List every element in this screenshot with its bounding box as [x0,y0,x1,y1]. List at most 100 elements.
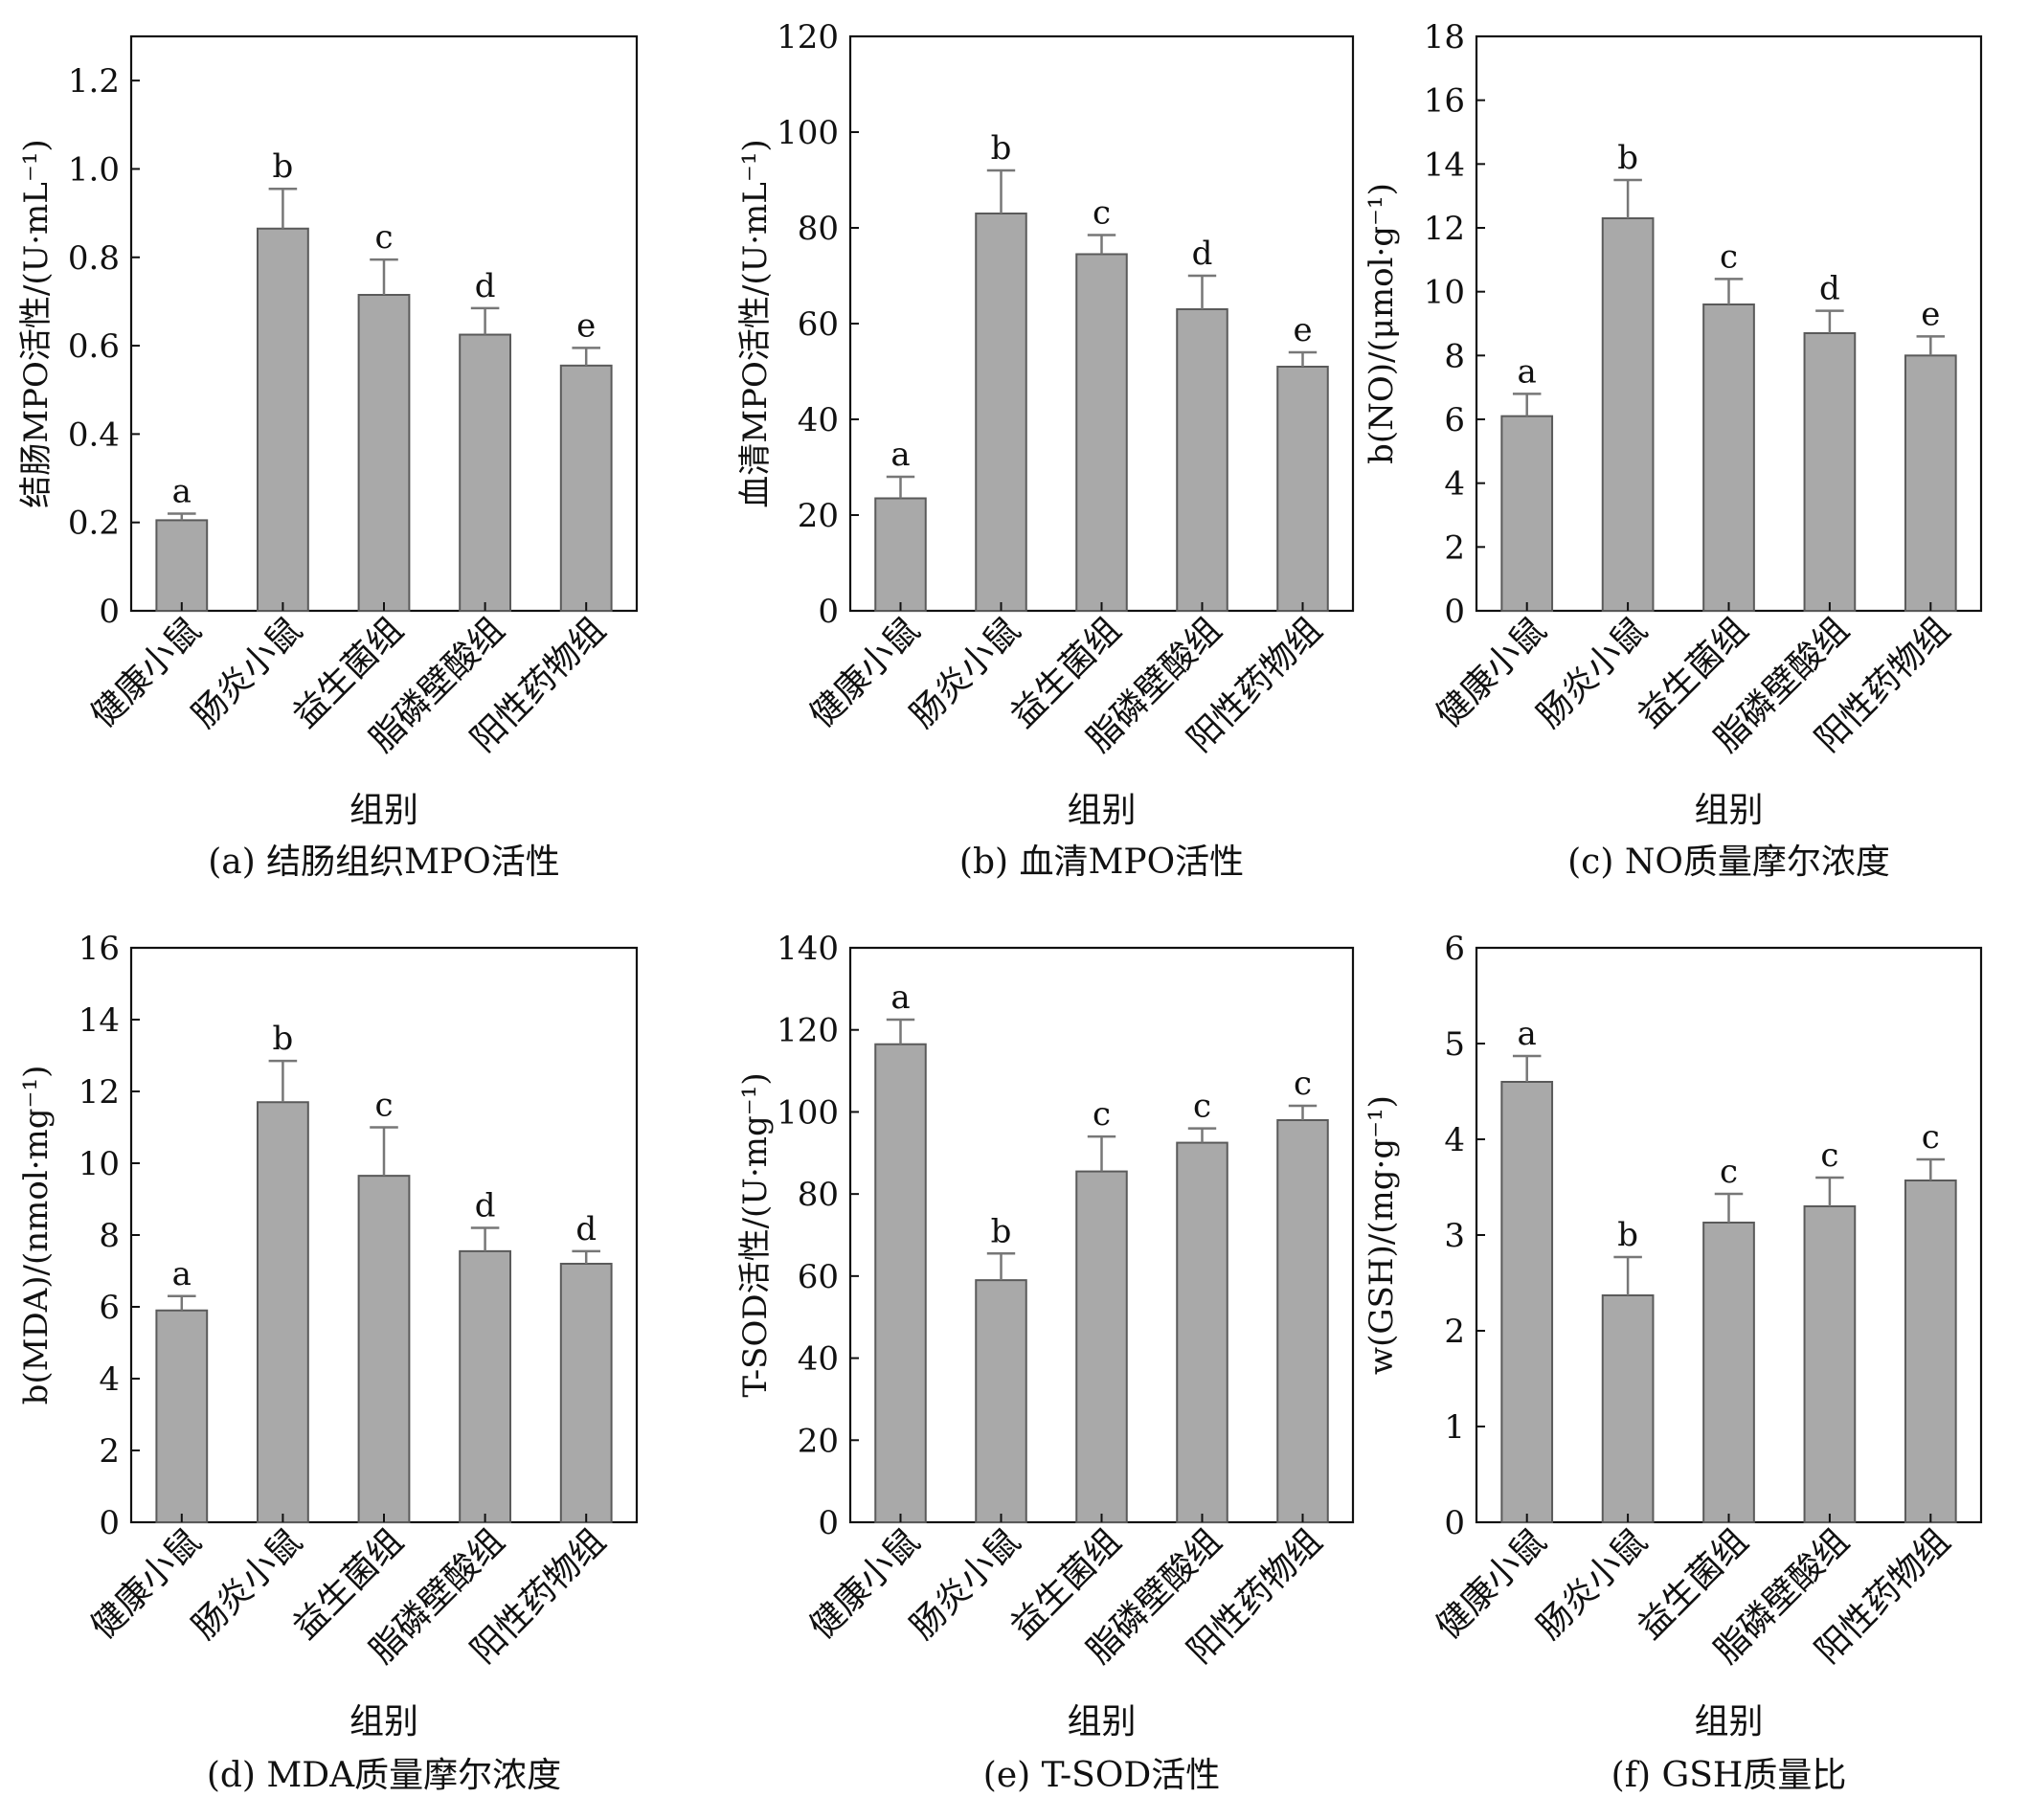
y-tick-label: 6 [1444,930,1465,968]
bar [1075,253,1128,612]
bar [975,213,1027,612]
bar [1904,354,1957,612]
x-axis-title: 组别 [1694,791,1763,830]
y-tick-label: 12 [1424,210,1465,248]
bar [1803,332,1857,612]
y-tick-label: 40 [798,1340,839,1379]
y-axis-title: b(MDA)/(nmol·mg⁻¹) [17,1066,56,1405]
bar [459,333,512,612]
bar [257,1101,309,1523]
significance-letter: b [991,129,1012,168]
y-tick-label: 80 [798,1176,839,1214]
y-tick-label: 1 [1444,1408,1465,1447]
y-tick-label: 80 [798,210,839,248]
significance-letter: b [273,147,294,186]
significance-letter: a [1518,1015,1537,1053]
y-tick-label: 0 [1444,593,1465,631]
y-tick-label: 20 [798,1422,839,1460]
significance-letter: b [1617,139,1638,177]
bar [1904,1180,1957,1523]
bar [459,1249,512,1523]
bar [155,1309,209,1523]
significance-letter: a [890,978,910,1017]
bar [1702,1222,1755,1523]
significance-letter: e [1921,295,1940,333]
significance-letter: c [1294,1065,1312,1103]
y-tick-label: 100 [777,1093,839,1132]
significance-letter: b [1617,1216,1638,1254]
y-tick-label: 14 [1424,146,1465,184]
y-tick-label: 0 [99,1504,120,1542]
bar [357,1175,411,1523]
y-tick-label: 60 [798,305,839,344]
bar [874,1043,927,1523]
significance-letter: c [1093,194,1111,233]
x-category-label: 肠炎小鼠 [1530,1521,1656,1647]
y-tick-label: 0.6 [68,327,120,366]
y-axis-title: w(GSH)/(mg·g⁻¹) [1363,1095,1401,1375]
bar [357,294,411,612]
x-axis-title: 组别 [1694,1702,1763,1741]
bar [1601,217,1655,612]
significance-letter: a [890,436,910,474]
y-tick-label: 6 [99,1289,120,1327]
panel-caption: (c) NO质量摩尔浓度 [1567,843,1890,882]
y-tick-label: 16 [1424,82,1465,121]
y-tick-label: 4 [1444,465,1465,504]
y-tick-label: 40 [798,401,839,439]
x-category-label: 肠炎小鼠 [1530,610,1656,735]
y-tick-label: 4 [99,1360,120,1399]
y-tick-label: 0.2 [68,505,120,543]
bar [874,497,927,612]
y-axis-title: 血清MPO活性/(U·mL⁻¹) [736,139,775,507]
significance-letter: e [1293,311,1312,349]
bar [559,364,613,612]
y-tick-label: 0 [1444,1504,1465,1542]
y-tick-label: 6 [1444,401,1465,439]
x-category-label: 肠炎小鼠 [903,610,1028,735]
panel-caption: (e) T-SOD活性 [983,1756,1220,1795]
x-axis-title: 组别 [1067,1702,1136,1741]
significance-letter: a [172,1255,192,1293]
panel-caption: (d) MDA质量摩尔浓度 [207,1756,561,1795]
y-tick-label: 20 [798,497,839,535]
y-tick-label: 2 [99,1432,120,1471]
significance-letter: d [1819,270,1840,308]
x-axis-title: 组别 [1067,791,1136,830]
chart-e: 020406080100120140T-SOD活性/(U·mg⁻¹)a健康小鼠b… [736,930,1355,1795]
panel-caption: (a) 结肠组织MPO活性 [208,843,560,882]
significance-letter: d [475,1187,496,1225]
y-tick-label: 18 [1424,18,1465,56]
significance-letter: d [1192,235,1213,273]
y-tick-label: 140 [777,930,839,968]
significance-letter: c [1093,1095,1111,1134]
y-tick-label: 14 [79,1001,120,1040]
bar [1075,1170,1128,1523]
bar [1176,1141,1228,1523]
significance-letter: d [475,267,496,305]
significance-letter: c [1820,1136,1838,1175]
y-tick-label: 10 [79,1145,120,1183]
bar [1702,303,1755,612]
panel-caption: (f) GSH质量比 [1611,1756,1847,1795]
y-tick-label: 0.4 [68,416,120,454]
x-category-label: 肠炎小鼠 [903,1521,1028,1647]
y-tick-label: 5 [1444,1025,1465,1064]
significance-letter: a [172,472,192,510]
significance-letter: c [374,218,393,257]
y-tick-label: 12 [79,1073,120,1112]
significance-letter: e [576,306,596,345]
y-tick-label: 16 [79,930,120,968]
bar [1276,366,1329,612]
bar [257,227,309,612]
y-tick-label: 2 [1444,528,1465,567]
y-tick-label: 1.0 [68,150,120,189]
x-category-label: 肠炎小鼠 [185,610,310,735]
significance-letter: c [1922,1118,1940,1157]
y-axis-title: 结肠MPO活性/(U·mL⁻¹) [17,139,56,507]
y-axis-title: T-SOD活性/(U·mg⁻¹) [736,1072,775,1397]
